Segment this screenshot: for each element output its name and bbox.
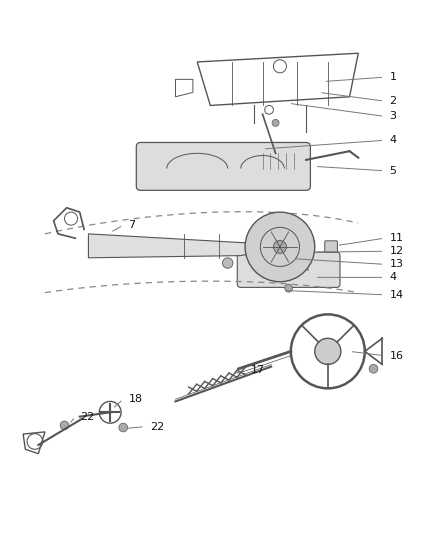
Text: 18: 18 — [128, 394, 143, 404]
Text: 14: 14 — [390, 290, 404, 300]
Polygon shape — [254, 151, 302, 171]
Text: 13: 13 — [390, 260, 403, 269]
Text: 16: 16 — [390, 351, 403, 361]
FancyBboxPatch shape — [325, 241, 337, 252]
Text: 17: 17 — [251, 365, 265, 375]
FancyBboxPatch shape — [136, 142, 311, 190]
Circle shape — [285, 284, 293, 292]
FancyBboxPatch shape — [237, 252, 340, 287]
Circle shape — [369, 365, 378, 373]
Text: 1: 1 — [390, 72, 396, 82]
Circle shape — [273, 240, 286, 254]
Text: 3: 3 — [390, 111, 396, 122]
Circle shape — [119, 423, 127, 432]
Circle shape — [60, 421, 69, 430]
Text: 7: 7 — [128, 220, 136, 230]
Text: 12: 12 — [390, 246, 404, 256]
Text: 5: 5 — [390, 166, 396, 176]
Circle shape — [315, 338, 341, 365]
Text: 2: 2 — [390, 96, 397, 106]
Circle shape — [272, 119, 279, 126]
Text: 4: 4 — [390, 272, 397, 282]
Text: 11: 11 — [390, 233, 403, 243]
Text: 4: 4 — [390, 135, 397, 146]
Polygon shape — [88, 234, 315, 258]
Circle shape — [245, 212, 315, 282]
Circle shape — [223, 258, 233, 268]
Text: 22: 22 — [150, 422, 165, 432]
Text: 22: 22 — [81, 411, 95, 422]
